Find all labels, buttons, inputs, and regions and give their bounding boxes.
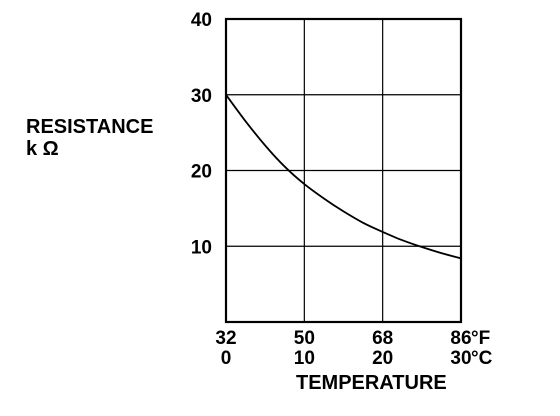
series-line bbox=[225, 94, 462, 260]
x-tick-label-fahrenheit: 32 bbox=[215, 328, 236, 349]
y-axis-unit: k Ω bbox=[26, 138, 59, 160]
x-tick-label-fahrenheit: 50 bbox=[294, 328, 315, 349]
x-unit-fahrenheit: °F bbox=[471, 328, 490, 349]
x-tick-label-fahrenheit: 68 bbox=[372, 328, 393, 349]
y-axis-label: RESISTANCE bbox=[26, 116, 153, 138]
y-tick-label: 40 bbox=[191, 10, 212, 31]
y-tick-labels: 10 20 30 40 bbox=[191, 10, 212, 258]
y-tick-label: 30 bbox=[191, 86, 212, 107]
y-tick-label: 10 bbox=[191, 237, 212, 258]
y-tick-label: 20 bbox=[191, 162, 212, 183]
plot-frame bbox=[224, 17, 463, 324]
x-tick-label-celsius: 0 bbox=[221, 348, 232, 369]
x-tick-label-celsius: 30 bbox=[450, 348, 471, 369]
x-unit-celsius: °C bbox=[471, 348, 493, 369]
x-tick-label-celsius: 10 bbox=[294, 348, 315, 369]
grid-lines bbox=[226, 18, 461, 322]
x-tick-label-celsius: 20 bbox=[372, 348, 393, 369]
x-axis-label: TEMPERATURE bbox=[296, 372, 447, 394]
x-tick-label-fahrenheit: 86 bbox=[450, 328, 471, 349]
